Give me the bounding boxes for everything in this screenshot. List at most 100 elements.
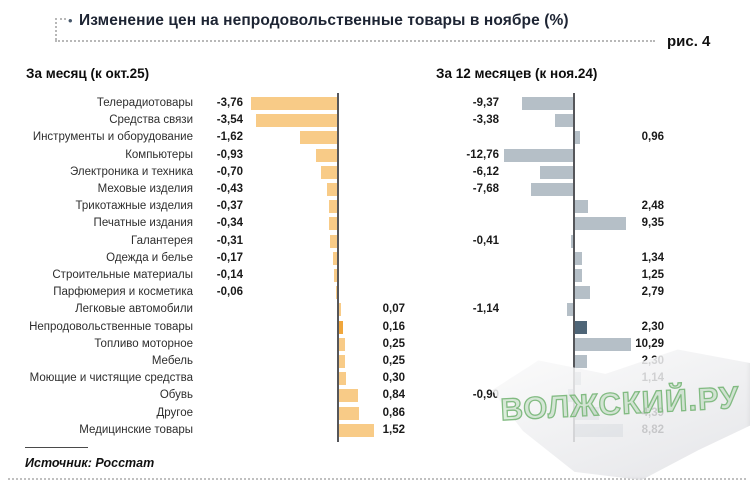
value-label-year: -3,38 — [472, 114, 499, 127]
category-label: Компьютеры — [125, 148, 193, 161]
value-label-year: -0,90 — [472, 389, 499, 402]
title-bullet-icon: • — [68, 13, 73, 28]
value-label-month: -0,17 — [216, 251, 243, 264]
bar-month — [339, 423, 374, 437]
value-label-year: -7,68 — [472, 183, 499, 195]
chart-row: Медицинские товары 1,52 8,82 — [0, 422, 750, 439]
bar-month — [328, 200, 337, 214]
category-label: Моющие и чистящие средства — [29, 372, 193, 385]
value-label-year: 2,79 — [641, 286, 664, 299]
bar-year — [575, 286, 591, 300]
category-label: Инструменты и оборудование — [32, 131, 193, 144]
value-label-year: 4,39 — [641, 406, 664, 419]
bar-month — [339, 406, 359, 420]
source-divider-line — [25, 447, 88, 448]
category-label: Меховые изделия — [97, 183, 193, 195]
value-label-year: 8,82 — [641, 423, 664, 436]
bar-month — [320, 165, 337, 179]
category-label: Телерадиотовары — [96, 97, 193, 109]
title-box-top-border — [55, 18, 66, 20]
chart-row: Трикотажные изделия -0,37 2,48 — [0, 198, 750, 215]
value-label-month: 0,84 — [382, 389, 405, 402]
bar-month — [315, 148, 337, 162]
value-label-year: 9,35 — [641, 217, 664, 230]
value-label-year: -1,14 — [472, 303, 499, 316]
value-label-month: 0,16 — [382, 320, 405, 333]
bar-month — [339, 320, 343, 334]
bar-year — [570, 234, 573, 248]
bottom-dotted-border — [8, 478, 746, 480]
value-label-month: -3,54 — [216, 114, 243, 127]
axis-year-zero-line — [573, 93, 575, 442]
category-label: Другое — [156, 406, 193, 419]
page-title: Изменение цен на непродовольственные тов… — [79, 12, 569, 29]
category-label: Легковые автомобили — [75, 303, 193, 316]
bar-year — [568, 389, 573, 403]
chart-row: Мебель 0,25 2,30 — [0, 353, 750, 370]
figure-number-label: рис. 4 — [667, 33, 711, 50]
value-label-month: -0,70 — [216, 165, 243, 178]
bar-month — [339, 372, 346, 386]
bar-year — [575, 200, 589, 214]
chart-row: Непродовольственные товары 0,16 2,30 — [0, 319, 750, 336]
category-label: Одежда и белье — [106, 251, 193, 264]
chart-row: Печатные издания -0,34 9,35 — [0, 215, 750, 232]
value-label-month: -3,76 — [216, 97, 243, 109]
value-label-month: -0,37 — [216, 200, 243, 213]
chart-row: Легковые автомобили 0,07 -1,14 — [0, 301, 750, 318]
chart-row: Электроника и техника -0,70 -6,12 — [0, 164, 750, 181]
bar-year — [575, 423, 623, 437]
value-label-year: -12,76 — [466, 148, 499, 161]
bar-month — [339, 389, 359, 403]
value-label-month: -0,14 — [216, 269, 243, 281]
value-label-month: 1,52 — [382, 423, 405, 436]
chart-row: Средства связи -3,54 -3,38 — [0, 112, 750, 129]
category-label: Парфюмерия и косметика — [53, 286, 193, 299]
chart-row: Инструменты и оборудование -1,62 0,96 — [0, 129, 750, 146]
chart-row: Телерадиотовары -3,76 -9,37 — [0, 95, 750, 112]
bar-year — [539, 165, 573, 179]
value-label-year: 2,30 — [641, 355, 664, 367]
panel-header-year: За 12 месяцев (к ноя.24) — [436, 66, 598, 81]
bar-month — [339, 355, 345, 368]
category-label: Обувь — [159, 389, 193, 402]
value-label-year: 1,25 — [641, 269, 664, 281]
chart-row: Меховые изделия -0,43 -7,68 — [0, 181, 750, 198]
bar-year — [575, 320, 588, 334]
bar-month — [329, 217, 337, 231]
chart-row: Моющие и чистящие средства 0,30 1,14 — [0, 370, 750, 387]
chart-rows: Телерадиотовары -3,76 -9,37 Средства связи -… — [0, 93, 750, 442]
bar-month — [339, 303, 341, 317]
chart-row: Строительные материалы -0,14 1,25 — [0, 267, 750, 284]
bar-month — [329, 234, 337, 248]
title-box-left-border — [55, 18, 57, 40]
value-label-month: -0,31 — [216, 234, 243, 247]
value-label-year: 1,34 — [641, 251, 664, 264]
panel-header-month: За месяц (к окт.25) — [26, 66, 150, 81]
category-label: Непродовольственные товары — [29, 320, 193, 333]
value-label-month: -0,43 — [216, 183, 243, 195]
chart-row: Обувь 0,84 -0,90 — [0, 387, 750, 404]
bar-month — [299, 131, 337, 145]
bar-year — [503, 148, 573, 162]
bar-year — [531, 183, 573, 196]
bar-month — [333, 251, 337, 265]
bar-year — [575, 251, 583, 265]
bar-month — [255, 114, 337, 128]
chart-row: Компьютеры -0,93 -12,76 — [0, 147, 750, 164]
bar-year — [575, 372, 582, 386]
bar-year — [575, 269, 582, 282]
bar-year — [554, 114, 573, 128]
source-note: Источник: Росстат — [25, 456, 155, 470]
bar-year — [575, 131, 581, 145]
bar-year — [575, 406, 599, 420]
bar-month — [339, 337, 345, 351]
value-label-month: 0,30 — [382, 372, 405, 385]
value-label-year: 1,14 — [641, 372, 664, 385]
value-label-year: -0,41 — [472, 234, 499, 247]
value-label-month: -1,62 — [216, 131, 243, 144]
value-label-month: 0,86 — [382, 406, 405, 419]
category-label: Печатные издания — [93, 217, 193, 230]
category-label: Мебель — [151, 355, 193, 367]
category-label: Медицинские товары — [79, 423, 193, 436]
